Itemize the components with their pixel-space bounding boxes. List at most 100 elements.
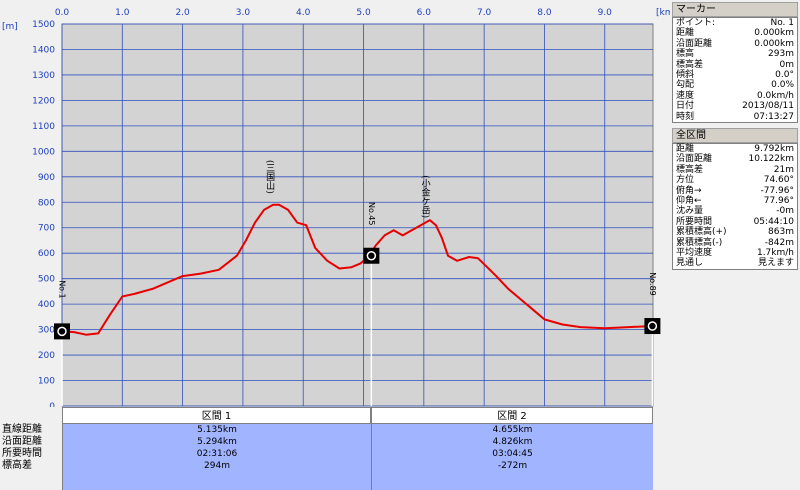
x-tick-labels: 0.0 1.0 2.0 3.0 4.0 5.0 6.0 7.0 8.0 9.0 — [55, 8, 612, 18]
row-label-duration: 所要時間 — [2, 448, 42, 459]
y-tick-label: 600 — [38, 249, 55, 259]
section-info-row: 距離 9.792km — [673, 144, 797, 154]
marker-info-value: 0.000km — [754, 28, 794, 39]
marker-info-value: 0.0° — [775, 69, 794, 80]
section-info-row: 平均速度 1.7km/h — [673, 248, 797, 258]
segment-2-surface-distance: 4.826km — [492, 437, 533, 447]
marker-info-key: 勾配 — [676, 80, 695, 91]
x-tick-label: 5.0 — [356, 8, 371, 18]
section-info-key: 平均速度 — [676, 247, 713, 258]
section-info-key: 沈み量 — [676, 206, 704, 217]
y-tick-label: 1500 — [32, 20, 55, 30]
point-marker[interactable]: No.1 — [54, 280, 70, 340]
x-tick-label: 2.0 — [175, 8, 190, 18]
y-tick-label: 1200 — [32, 96, 55, 106]
marker-ring-icon — [57, 326, 67, 337]
y-tick-label: 500 — [38, 275, 55, 285]
x-tick-label: 4.0 — [296, 8, 311, 18]
y-tick-label: 300 — [38, 326, 55, 336]
peak-label: (三国山) — [264, 160, 275, 194]
segment-2-duration: 03:04:45 — [492, 449, 533, 459]
marker-info-row: 距離 0.000km — [673, 28, 797, 38]
peak-label: (小金ケ岳) — [420, 175, 431, 218]
y-tick-labels: 0 100 200 300 400 500 600 700 800 900 1000 1100 1200… — [32, 20, 55, 407]
segment-2-header[interactable]: 区間 2 — [371, 407, 653, 424]
marker-info-value: No. 1 — [770, 18, 794, 28]
section-info-key: 見通し — [676, 258, 704, 269]
point-markers[interactable]: No.1 No.45 No.89 — [54, 202, 661, 406]
section-info-key: 沿面距離 — [676, 154, 713, 165]
segment-1-header[interactable]: 区間 1 — [62, 407, 371, 424]
point-marker[interactable]: No.45 — [363, 202, 380, 264]
section-panel-title: 全区間 — [672, 128, 798, 143]
marker-info-row: 標高 293m — [673, 49, 797, 59]
marker-box[interactable] — [644, 318, 661, 335]
segment-1-surface-distance: 5.294km — [197, 437, 237, 447]
marker-info-row: 日付 2013/08/11 — [673, 101, 797, 111]
x-tick-label: 1.0 — [115, 8, 130, 18]
marker-info-key: 時刻 — [676, 111, 695, 122]
section-panel-rows: 距離 9.792km 沿面距離 10.122km 標高差 21m 方位 74.60° 俯角→ -7… — [672, 143, 798, 270]
segment-1-straight-distance: 5.135km — [197, 425, 237, 435]
y-tick-label: 400 — [38, 300, 55, 310]
x-tick-label: 3.0 — [236, 8, 251, 18]
section-info-row: 累積標高(-) -842m — [673, 238, 797, 248]
section-info-row: 沿面距離 10.122km — [673, 154, 797, 164]
section-info-value: -842m — [764, 237, 794, 248]
marker-ring-icon — [647, 321, 658, 331]
section-info-key: 累積標高(-) — [676, 237, 723, 248]
marker-panel-rows: ポイント: No. 1 距離 0.000km 沿面距離 0.000km 標高 293m 標高差 0… — [672, 17, 798, 123]
row-label-elevation-diff: 標高差 — [2, 460, 32, 471]
section-info-key: 所要時間 — [676, 216, 713, 227]
segment-2-straight-distance: 4.655km — [492, 425, 533, 435]
section-info-value: 77.96° — [763, 195, 794, 206]
marker-label: No.89 — [648, 272, 657, 295]
marker-info-key: 標高 — [676, 49, 695, 60]
y-tick-label: 1400 — [32, 45, 55, 55]
marker-box[interactable] — [54, 323, 70, 340]
section-info-key: 距離 — [676, 144, 695, 154]
section-info-key: 方位 — [676, 175, 695, 186]
section-info-row: 見通し 見えます — [673, 258, 797, 268]
plot-background — [61, 23, 654, 407]
y-tick-label: 800 — [38, 198, 55, 208]
section-info-value: -77.96° — [760, 185, 794, 196]
marker-info-value: 0.000km — [754, 38, 794, 49]
section-info-value: 05:44:10 — [753, 216, 794, 227]
x-tick-label: 9.0 — [598, 8, 613, 18]
marker-info-value: 2013/08/11 — [742, 101, 794, 112]
marker-ring-icon — [366, 250, 377, 261]
section-info-key: 標高差 — [676, 164, 704, 175]
section-info-key: 仰角← — [676, 195, 702, 206]
section-info-value: 74.60° — [763, 175, 794, 186]
marker-info-value: 293m — [768, 49, 794, 60]
marker-label: No.45 — [367, 202, 376, 225]
y-tick-label: 900 — [38, 173, 55, 183]
segment-1-elevation-diff: 294m — [204, 461, 230, 471]
point-marker[interactable]: No.89 — [644, 272, 661, 335]
marker-info-row: 傾斜 0.0° — [673, 70, 797, 80]
section-info-row: 俯角→ -77.96° — [673, 186, 797, 196]
marker-info-value: 0.0% — [771, 80, 794, 91]
section-info-value: 863m — [768, 227, 794, 238]
elevation-line — [61, 203, 653, 336]
section-info-value: -0m — [776, 206, 794, 217]
elevation-series — [61, 203, 653, 336]
segment-table: 区間 1 区間 2 直線距離 沿面距離 所要時間 標高差 5.135km 5.2… — [0, 407, 660, 490]
x-tick-label: 7.0 — [477, 8, 492, 18]
grid-lines — [61, 23, 653, 407]
section-info-value: 21m — [773, 164, 794, 175]
marker-info-value: 07:13:27 — [753, 111, 794, 122]
section-info-key: 俯角→ — [676, 185, 702, 196]
marker-info-row: 標高差 0m — [673, 60, 797, 70]
marker-panel-title: マーカー — [672, 2, 798, 17]
segment-1-duration: 02:31:06 — [196, 449, 238, 459]
marker-box[interactable] — [363, 247, 380, 264]
section-info-value: 見えます — [757, 258, 794, 269]
segment-2-elevation-diff: -272m — [497, 461, 528, 471]
y-tick-label: 700 — [38, 224, 55, 234]
section-info-row: 標高差 21m — [673, 165, 797, 175]
marker-panel: マーカー ポイント: No. 1 距離 0.000km 沿面距離 0.000km 標高 293… — [672, 2, 798, 123]
section-info-key: 累積標高(+) — [676, 227, 727, 238]
marker-info-key: 傾斜 — [676, 69, 695, 80]
